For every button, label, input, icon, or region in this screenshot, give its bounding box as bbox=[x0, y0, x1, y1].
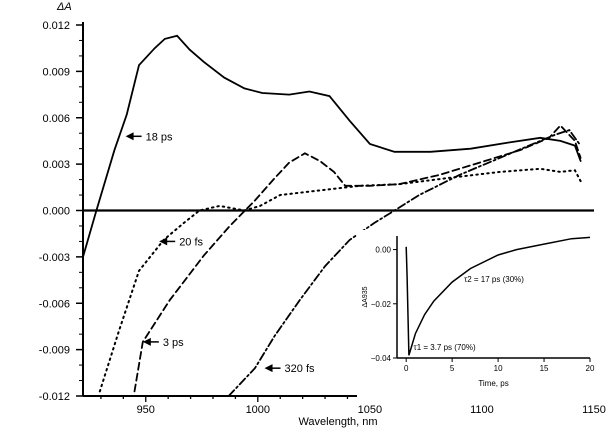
inset-x-tick-label: 20 bbox=[586, 364, 595, 373]
y-tick-label: -0.009 bbox=[39, 345, 70, 357]
inset-y-tick-label: −0.02 bbox=[371, 300, 392, 309]
inset-background bbox=[357, 230, 605, 402]
y-tick-label: 0.003 bbox=[42, 159, 70, 171]
y-tick-label: 0.009 bbox=[42, 66, 70, 78]
series-label: 18 ps bbox=[146, 131, 173, 143]
inset-y-tick-label: 0.00 bbox=[375, 246, 391, 255]
inset-y-tick-label: −0.04 bbox=[371, 354, 392, 363]
y-tick-label: -0.006 bbox=[39, 298, 70, 310]
y-tick-label: 0.000 bbox=[42, 206, 70, 218]
arrow-icon bbox=[142, 337, 151, 346]
inset-kinetics-chart: −0.04 −0.02 0.00 0 5 10 15 20 Time, ps ΔA935 τ1 = … bbox=[357, 230, 605, 402]
x-tick-label: 1100 bbox=[470, 404, 494, 416]
inset-x-tick-label: 0 bbox=[404, 364, 409, 373]
series-line-18-ps bbox=[82, 34, 582, 258]
y-tick-label: -0.012 bbox=[39, 391, 70, 403]
y-axis-label: ΔA bbox=[56, 1, 72, 13]
tau2-annotation: τ2 = 17 ps (30%) bbox=[464, 275, 524, 284]
x-tick-label: 1150 bbox=[582, 404, 606, 416]
series-label: 20 fs bbox=[179, 236, 203, 248]
series-line-320-fs bbox=[227, 129, 582, 397]
y-tick-label: 0.006 bbox=[42, 113, 70, 125]
arrow-icon bbox=[264, 364, 273, 373]
inset-x-tick-label: 15 bbox=[540, 364, 549, 373]
x-tick-label: 1000 bbox=[246, 404, 270, 416]
arrow-icon bbox=[125, 132, 134, 141]
y-tick-label: 0.012 bbox=[42, 20, 70, 32]
inset-y-axis-label: ΔA935 bbox=[362, 286, 369, 307]
tau1-annotation: τ1 = 3.7 ps (70%) bbox=[414, 343, 476, 352]
y-tick-label: -0.003 bbox=[39, 252, 70, 264]
series-label: 3 ps bbox=[163, 337, 184, 349]
inset-kinetic-trace bbox=[405, 236, 591, 356]
inset-x-tick-label: 10 bbox=[494, 364, 503, 373]
x-tick-label: 1050 bbox=[358, 404, 382, 416]
inset-x-axis-label: Time, ps bbox=[478, 379, 508, 388]
arrow-icon bbox=[159, 237, 168, 246]
x-tick-label: 950 bbox=[137, 404, 155, 416]
inset-x-tick-label: 5 bbox=[450, 364, 455, 373]
series-label: 320 fs bbox=[285, 363, 315, 375]
x-axis-label: Wavelength, nm bbox=[298, 416, 377, 428]
